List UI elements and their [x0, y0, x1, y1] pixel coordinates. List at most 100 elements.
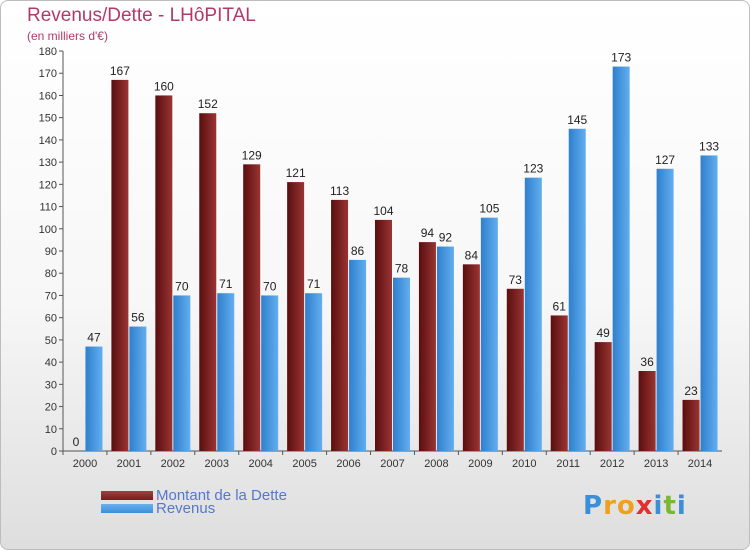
x-tick-label: 2010: [512, 458, 536, 470]
value-label-revenus: 71: [307, 277, 321, 291]
y-tick-label: 90: [45, 246, 57, 258]
x-tick-label: 2003: [205, 458, 229, 470]
bar-dette: [594, 342, 612, 451]
y-tick-label: 20: [45, 402, 57, 414]
y-tick-label: 0: [51, 446, 57, 458]
bar-dette: [462, 264, 480, 451]
y-tick-label: 180: [39, 46, 57, 58]
x-tick-label: 2011: [556, 458, 580, 470]
bar-revenus: [305, 293, 323, 451]
bar-dette: [111, 79, 129, 451]
bar-revenus: [261, 295, 279, 451]
bar-revenus: [568, 128, 586, 451]
value-label-revenus: 123: [523, 162, 543, 176]
chart-value-labels: 0 167 160 152 129 121 113 104 94 84 73 61 49 36 23 47 56…: [73, 51, 720, 449]
legend-label-revenus: Revenus: [156, 500, 216, 517]
bar-dette: [375, 219, 392, 451]
chart-axes: 0 10 20 30 40 50 60 70 80 90 100 110 120 130 140 150 160…: [39, 46, 722, 470]
bar-dette: [287, 182, 305, 451]
y-tick-label: 40: [45, 357, 57, 369]
value-label-dette: 160: [154, 79, 174, 93]
value-label-dette: 23: [684, 384, 698, 398]
y-tick-label: 120: [39, 179, 57, 191]
y-tick-label: 10: [45, 424, 57, 436]
logo-letter: P: [583, 491, 604, 521]
y-tick-label: 170: [39, 68, 57, 80]
y-tick-label: 150: [39, 113, 57, 125]
x-tick-label: 2004: [248, 458, 272, 470]
legend-label-dette: Montant de la Dette: [156, 487, 287, 504]
bar-revenus: [612, 66, 630, 452]
value-label-dette: 36: [640, 355, 654, 369]
chart-bars: [85, 66, 718, 452]
y-tick-label: 130: [39, 157, 57, 169]
value-label-revenus: 92: [439, 231, 453, 245]
bar-dette: [638, 371, 656, 451]
bar-dette: [243, 164, 261, 452]
value-label-revenus: 56: [131, 311, 145, 325]
y-tick-label: 140: [39, 135, 57, 147]
bar-revenus: [393, 277, 410, 451]
value-label-revenus: 127: [655, 153, 675, 167]
x-tick-label: 2008: [424, 458, 448, 470]
value-label-dette: 61: [553, 299, 567, 313]
bar-revenus: [524, 177, 542, 451]
value-label-dette: 0: [73, 435, 80, 449]
bar-revenus: [349, 259, 367, 451]
bar-dette: [506, 288, 524, 451]
x-tick-label: 2009: [468, 458, 492, 470]
value-label-revenus: 133: [699, 139, 719, 153]
bar-revenus: [173, 295, 191, 451]
y-tick-label: 100: [39, 224, 57, 236]
x-tick-label: 2014: [688, 458, 712, 470]
logo-letter: t: [663, 491, 677, 521]
bar-revenus: [436, 246, 454, 451]
bar-revenus: [85, 346, 103, 451]
value-label-dette: 152: [198, 97, 218, 111]
value-label-dette: 104: [373, 204, 393, 218]
logo-letter: o: [616, 491, 636, 521]
legend-swatch-dette: [101, 491, 153, 500]
x-tick-label: 2006: [336, 458, 360, 470]
bar-dette: [199, 113, 217, 451]
x-tick-label: 2013: [644, 458, 668, 470]
logo-letter: x: [635, 491, 654, 521]
bar-dette: [155, 95, 173, 451]
bar-revenus: [480, 217, 498, 451]
x-tick-label: 2005: [292, 458, 316, 470]
value-label-revenus: 105: [479, 202, 499, 216]
value-label-dette: 84: [465, 248, 479, 262]
bar-revenus: [656, 168, 674, 451]
chart-title: Revenus/Dette - LHôPITAL: [27, 5, 256, 26]
y-tick-label: 30: [45, 379, 57, 391]
value-label-dette: 113: [330, 184, 349, 198]
value-label-dette: 129: [242, 148, 262, 162]
y-tick-label: 80: [45, 268, 57, 280]
y-tick-label: 110: [39, 202, 57, 214]
value-label-revenus: 70: [263, 279, 277, 293]
value-label-revenus: 71: [219, 277, 233, 291]
value-label-revenus: 70: [175, 279, 189, 293]
bar-revenus: [217, 293, 235, 451]
y-tick-label: 60: [45, 313, 57, 325]
legend-swatch-revenus: [101, 504, 153, 513]
bar-dette: [550, 315, 568, 451]
x-tick-label: 2002: [161, 458, 185, 470]
bar-dette: [682, 399, 700, 451]
value-label-dette: 121: [286, 166, 306, 180]
bar-dette: [418, 242, 436, 451]
y-tick-label: 50: [45, 335, 57, 347]
x-tick-label: 2000: [73, 458, 97, 470]
x-tick-label: 2001: [117, 458, 141, 470]
y-tick-label: 160: [39, 90, 57, 102]
value-label-revenus: 145: [567, 113, 587, 127]
logo-letter: i: [676, 491, 687, 521]
proxiti-logo: Proxiti: [583, 491, 687, 521]
value-label-revenus: 78: [395, 262, 409, 276]
bar-dette: [331, 199, 349, 451]
bar-revenus: [700, 155, 718, 451]
logo-letter: r: [603, 491, 617, 521]
x-tick-label: 2007: [380, 458, 404, 470]
y-tick-label: 70: [45, 290, 57, 302]
